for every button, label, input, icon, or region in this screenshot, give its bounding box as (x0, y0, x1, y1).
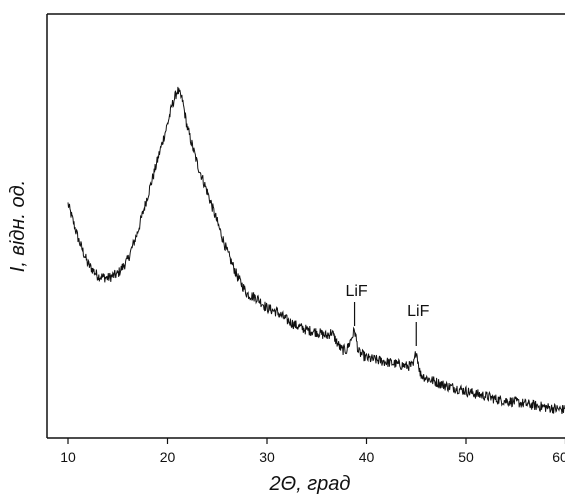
x-tick-label: 40 (359, 449, 375, 465)
x-axis-label: 2Θ, град (269, 473, 351, 495)
series-line (67, 86, 565, 415)
annotation-label: LiF (407, 303, 429, 320)
x-tick-label: 60 (552, 449, 565, 465)
x-tick-label: 30 (259, 449, 275, 465)
peak-annotations: LiF LiF (345, 283, 430, 346)
x-tick-label: 20 (160, 449, 176, 465)
x-axis-ticks: 10 20 30 40 50 60 (60, 438, 565, 465)
y-axis-label: I, відн. од. (7, 180, 29, 272)
x-tick-label: 50 (458, 449, 474, 465)
x-tick-label: 10 (60, 449, 76, 465)
annotation-label: LiF (345, 283, 367, 300)
